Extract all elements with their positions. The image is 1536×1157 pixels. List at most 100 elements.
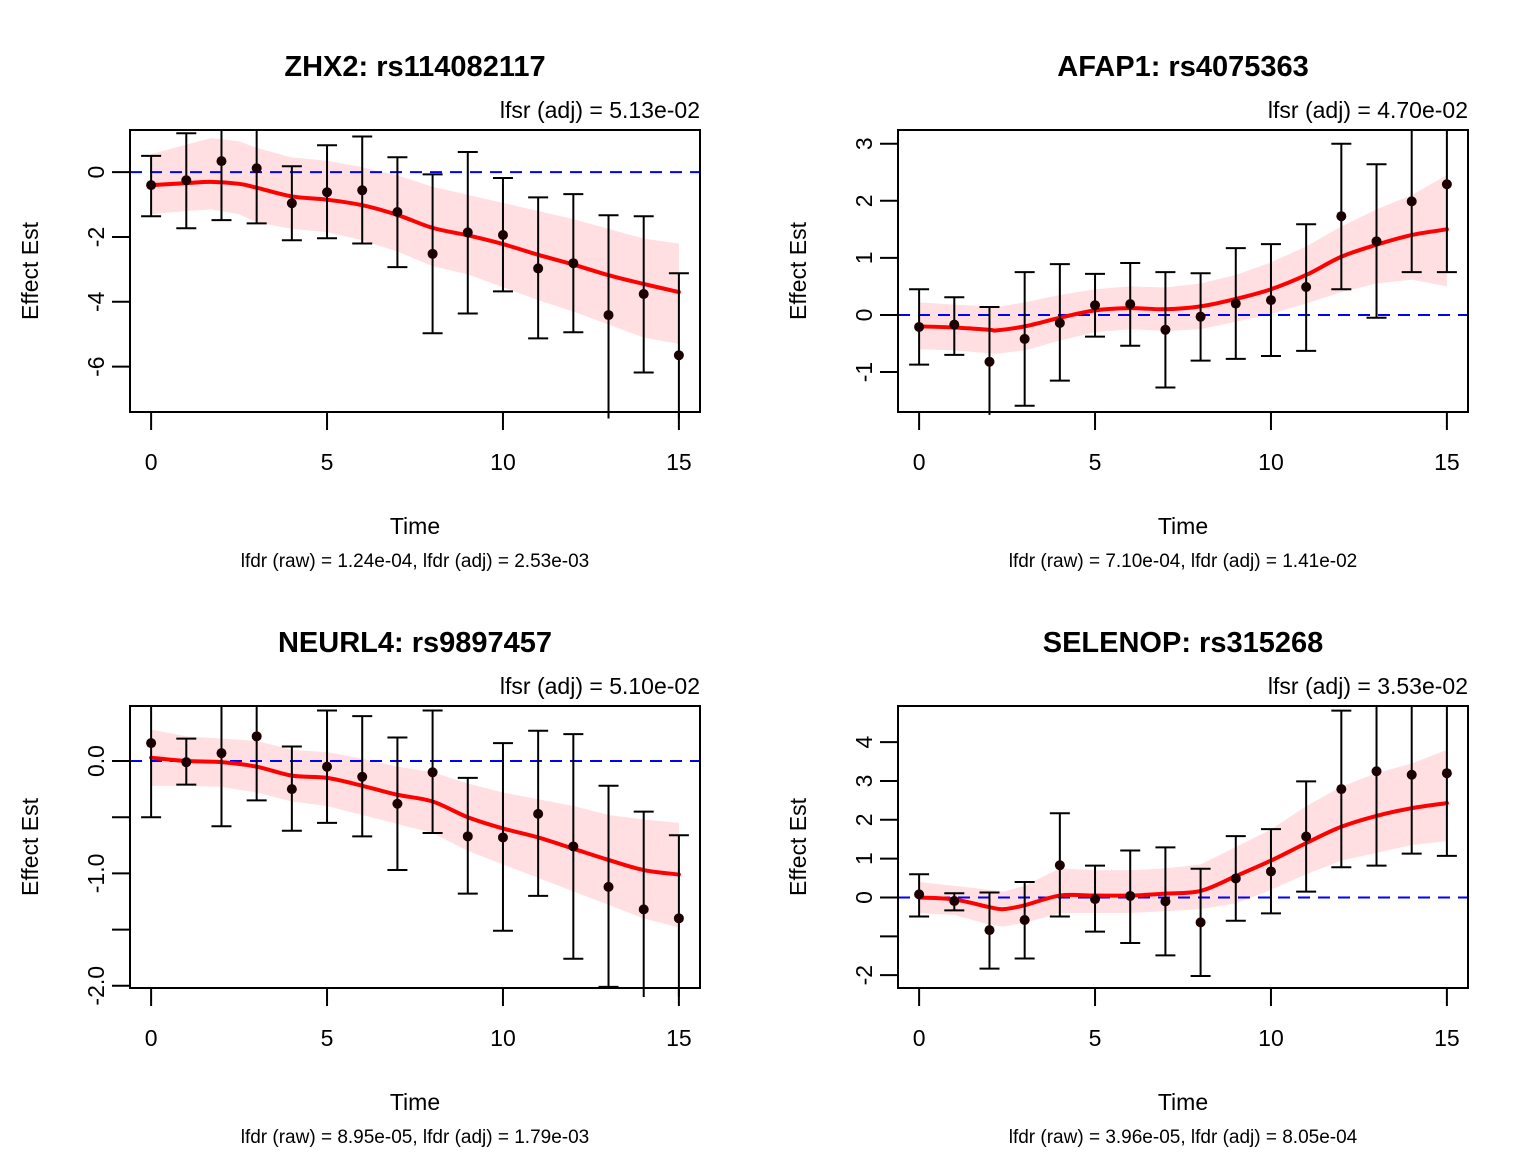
estimate-point	[1160, 324, 1171, 335]
lfdr-subtitle: lfdr (raw) = 7.10e-04, lfdr (adj) = 1.41…	[1009, 551, 1358, 572]
plot-area	[898, 175, 1468, 354]
x-tick-label: 5	[321, 449, 334, 475]
estimate-point	[1230, 873, 1241, 884]
estimate-point	[1054, 317, 1065, 328]
estimate-point	[1441, 179, 1452, 190]
y-tick-label: -2	[83, 227, 109, 247]
estimate-point	[181, 175, 192, 186]
estimate-point	[1301, 831, 1312, 842]
estimate-point	[1125, 299, 1136, 310]
lfdr-subtitle: lfdr (raw) = 3.96e-05, lfdr (adj) = 8.05…	[1009, 1127, 1358, 1148]
estimate-point	[322, 187, 333, 198]
confidence-band	[151, 138, 679, 344]
estimate-point	[462, 831, 473, 842]
estimate-point	[1230, 298, 1241, 309]
x-tick-label: 15	[1434, 449, 1460, 475]
estimate-point	[1125, 890, 1136, 901]
y-tick-label: 4	[851, 736, 877, 749]
x-axis-label: Time	[390, 1089, 440, 1115]
x-tick-label: 5	[321, 1025, 334, 1051]
plot-area	[130, 729, 700, 928]
lfdr-subtitle: lfdr (raw) = 1.24e-04, lfdr (adj) = 2.53…	[241, 551, 590, 572]
lfdr-subtitle: lfdr (raw) = 8.95e-05, lfdr (adj) = 1.79…	[241, 1127, 590, 1148]
estimate-point	[603, 310, 614, 321]
plot-area	[898, 749, 1468, 927]
panel-2: AFAP1: rs4075363 lfsr (adj) = 4.70e-02 0 5 1…	[785, 51, 1469, 572]
x-tick-label: 15	[1434, 1025, 1460, 1051]
estimate-point	[146, 180, 157, 191]
y-axis-label: Effect Est	[785, 797, 811, 896]
estimate-point	[533, 263, 544, 274]
estimate-point	[1019, 915, 1030, 926]
estimate-point	[462, 227, 473, 238]
panel-title: NEURL4: rs9897457	[278, 627, 552, 659]
x-tick-label: 15	[666, 1025, 692, 1051]
estimate-point	[568, 841, 579, 852]
estimate-point	[1371, 766, 1382, 777]
y-tick-label: -2.0	[83, 966, 109, 1006]
estimate-point	[357, 771, 368, 782]
x-axis-label: Time	[1158, 513, 1208, 539]
y-tick-label: 0.0	[83, 745, 109, 777]
confidence-band	[919, 175, 1447, 354]
x-tick-label: 10	[490, 1025, 516, 1051]
plot-frame	[129, 705, 701, 989]
y-tick-label: 2	[851, 194, 877, 207]
lfsr-annotation: lfsr (adj) = 5.10e-02	[500, 673, 700, 699]
estimate-point	[251, 731, 262, 742]
panel-3: NEURL4: rs9897457 lfsr (adj) = 5.10e-02 0 5…	[17, 627, 701, 1148]
estimate-point	[1019, 333, 1030, 344]
y-tick-label: 3	[851, 775, 877, 788]
estimate-point	[357, 185, 368, 196]
estimate-point	[949, 895, 960, 906]
estimate-point	[286, 198, 297, 209]
panel-1: ZHX2: rs114082117 lfsr (adj) = 5.13e-02 0 5…	[17, 51, 701, 572]
y-axis-label: Effect Est	[17, 797, 43, 896]
estimate-point	[1336, 784, 1347, 795]
estimate-point	[1301, 281, 1312, 292]
x-axis-label: Time	[390, 513, 440, 539]
y-tick-label: -6	[83, 356, 109, 376]
estimate-point	[497, 832, 508, 843]
estimate-point	[1406, 196, 1417, 207]
estimate-point	[216, 748, 227, 759]
confidence-band	[919, 749, 1447, 927]
estimate-point	[181, 757, 192, 768]
x-tick-label: 15	[666, 449, 692, 475]
y-tick-label: 0	[83, 166, 109, 179]
x-tick-label: 10	[1258, 1025, 1284, 1051]
y-axis-label: Effect Est	[785, 221, 811, 320]
estimate-point	[251, 163, 262, 174]
plot-frame	[129, 129, 701, 413]
estimate-point	[638, 289, 649, 300]
x-tick-label: 0	[145, 449, 158, 475]
y-tick-label: 0	[851, 891, 877, 904]
estimate-point	[673, 913, 684, 924]
lfsr-annotation: lfsr (adj) = 3.53e-02	[1268, 673, 1468, 699]
x-tick-label: 0	[145, 1025, 158, 1051]
estimate-point	[1090, 300, 1101, 311]
estimate-point	[286, 784, 297, 795]
estimate-point	[1195, 917, 1206, 928]
x-tick-label: 5	[1089, 449, 1102, 475]
plot-frame	[897, 705, 1469, 989]
estimate-point	[603, 881, 614, 892]
y-tick-label: -2	[851, 965, 877, 985]
estimate-point	[1336, 211, 1347, 222]
estimate-point	[914, 889, 925, 900]
estimate-point	[427, 248, 438, 259]
y-tick-label: -1	[851, 362, 877, 382]
estimate-point	[1195, 311, 1206, 322]
lfsr-annotation: lfsr (adj) = 5.13e-02	[500, 97, 700, 123]
y-tick-label: 0	[851, 309, 877, 322]
estimate-point	[984, 925, 995, 936]
y-tick-label: -4	[83, 291, 109, 312]
estimate-point	[533, 808, 544, 819]
y-tick-label: 2	[851, 813, 877, 826]
estimate-point	[427, 767, 438, 778]
estimate-point	[1265, 866, 1276, 877]
panel-4: SELENOP: rs315268 lfsr (adj) = 3.53e-02 0 5…	[785, 627, 1469, 1148]
x-tick-label: 0	[913, 1025, 926, 1051]
